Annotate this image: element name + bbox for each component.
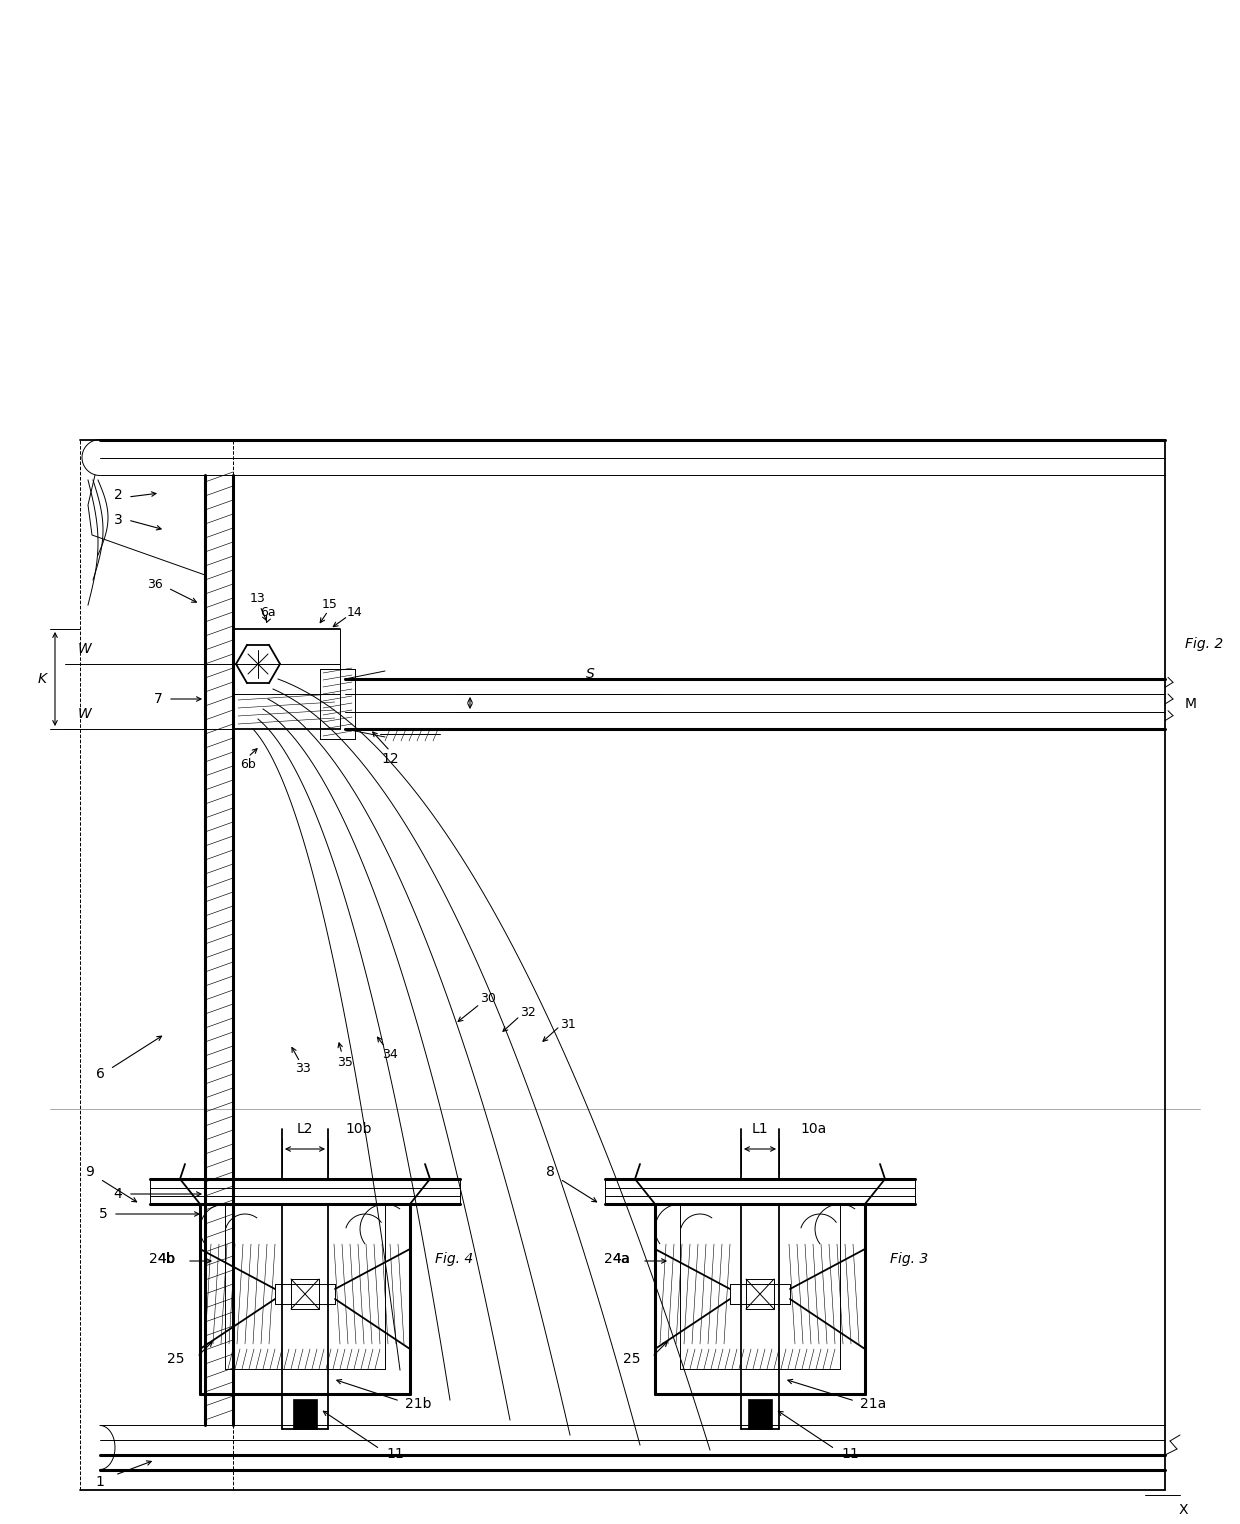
Text: W: W [78,642,92,655]
Text: 2: 2 [114,488,123,501]
Text: 33: 33 [295,1062,311,1076]
Text: L1: L1 [751,1122,769,1135]
Text: 24a: 24a [604,1253,630,1266]
Text: L2: L2 [296,1122,314,1135]
Text: Fig. 3: Fig. 3 [890,1253,929,1266]
Text: 25: 25 [622,1352,640,1366]
Text: 32: 32 [520,1006,536,1018]
Text: 4: 4 [114,1187,123,1201]
Text: 6a: 6a [260,605,275,619]
Text: 10a: 10a [800,1122,826,1135]
Text: 21b: 21b [405,1398,432,1411]
Text: Fig. 2: Fig. 2 [1185,637,1223,651]
Text: 6: 6 [95,1067,104,1081]
Text: 9: 9 [86,1164,94,1180]
Polygon shape [748,1399,773,1430]
Text: 10b: 10b [345,1122,372,1135]
Text: 4a: 4a [613,1253,630,1266]
Text: 5: 5 [99,1207,108,1221]
Text: M: M [1185,696,1197,712]
Text: 24b: 24b [149,1253,175,1266]
Text: S: S [585,668,594,681]
Text: 15: 15 [322,597,339,611]
Text: 11: 11 [841,1446,859,1462]
Text: 21a: 21a [861,1398,887,1411]
Text: 25: 25 [167,1352,185,1366]
Text: K: K [37,672,47,686]
Text: 6b: 6b [241,757,255,771]
Text: 30: 30 [480,992,496,1006]
Text: 31: 31 [560,1018,575,1030]
Text: 11: 11 [386,1446,404,1462]
Text: 12: 12 [381,751,399,767]
Text: 14: 14 [347,605,363,619]
Text: 13: 13 [250,593,265,605]
Polygon shape [293,1399,317,1430]
Text: W: W [78,707,92,721]
Text: 7: 7 [154,692,162,706]
Text: 8: 8 [546,1164,554,1180]
Text: 36: 36 [148,578,162,590]
Text: 35: 35 [337,1056,353,1068]
Text: 3: 3 [114,514,123,527]
Text: 4b: 4b [157,1253,175,1266]
Text: 34: 34 [382,1047,398,1061]
Text: X: X [1178,1503,1188,1516]
Text: Fig. 4: Fig. 4 [435,1253,474,1266]
Text: 1: 1 [95,1475,104,1489]
